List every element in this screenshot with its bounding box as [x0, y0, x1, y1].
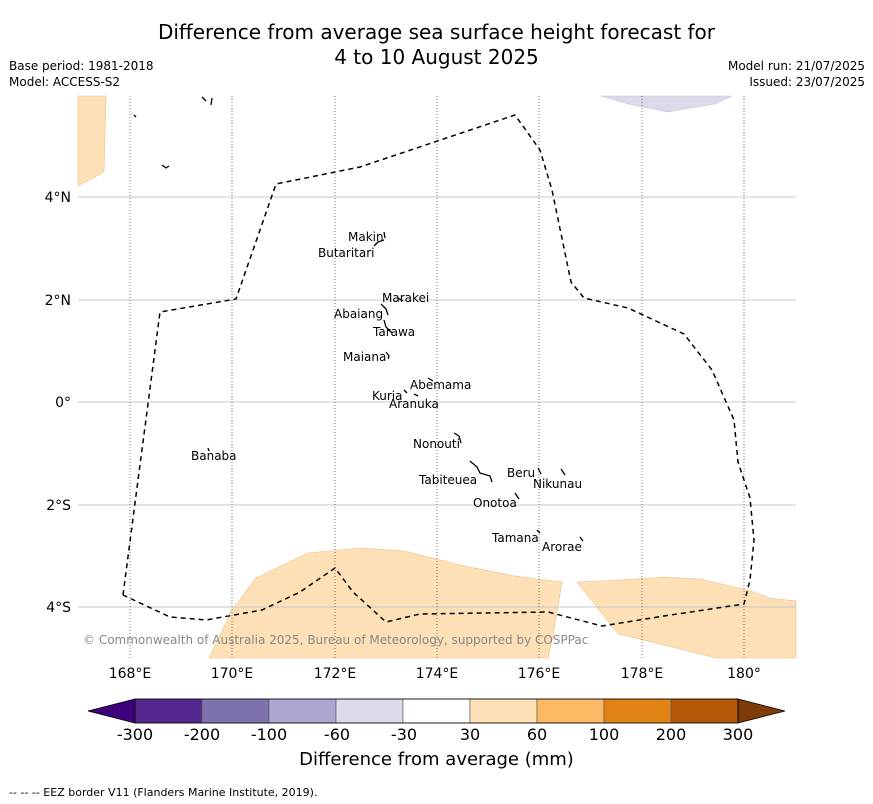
lon-tick-172e: 172°E: [314, 666, 357, 682]
island-shape-makin: [383, 231, 386, 239]
place-label-abaiang: Abaiang: [334, 307, 383, 321]
colorbar-cells: [87, 698, 786, 724]
island-shape-kuria: [403, 389, 408, 394]
place-label-maiana: Maiana: [343, 350, 386, 364]
place-label-tarawa: Tarawa: [372, 325, 415, 339]
colorbar-tick: 100: [589, 725, 620, 744]
island-shape-onotoa: [514, 492, 520, 500]
place-label-butaritari: Butaritari: [318, 246, 375, 260]
negative-anomaly-region-top: [600, 95, 733, 113]
colorbar-cell: [268, 698, 337, 724]
colorbar-cell: [201, 698, 270, 724]
colorbar-cell: [536, 698, 605, 724]
place-label-onotoa: Onotoa: [473, 496, 517, 510]
place-label-makin: Makin: [348, 230, 384, 244]
colorbar-extend-high: [737, 698, 786, 724]
colorbar-tick: 30: [460, 725, 480, 744]
place-label-marakei: Marakei: [382, 291, 429, 305]
longitude-gridlines: [129, 96, 745, 658]
model-run: Model run: 21/07/2025: [727, 59, 865, 73]
longitude-tick-labels: 168°E 170°E 172°E 174°E 176°E 178°E 180°: [109, 666, 761, 682]
island-shape-tarawa: [383, 319, 393, 334]
island-shape-nikunau: [560, 468, 566, 476]
colorbar-tick: -300: [117, 725, 153, 744]
colorbar-extend-low: [87, 698, 136, 724]
place-label-aranuka: Aranuka: [389, 397, 439, 411]
colorbar-tick-labels: -300 -200 -100 -60 -30 30 60 100 200 300: [117, 725, 753, 744]
colorbar-cell: [603, 698, 672, 724]
island-shape-abemama: [427, 377, 434, 382]
title-line-2: 4 to 10 August 2025: [334, 45, 539, 69]
positive-anomaly-region-bottom-right: [576, 576, 797, 659]
island-shape-arorae: [579, 536, 584, 542]
island-shape-banaba: [207, 447, 210, 452]
lat-tick-2s: 2°S: [46, 498, 71, 514]
lon-tick-176e: 176°E: [518, 666, 561, 682]
map-title: Difference from average sea surface heig…: [0, 20, 873, 70]
reef-marker-3: [133, 114, 137, 118]
colorbar-cell: [670, 698, 739, 724]
base-period: Base period: 1981-2018: [9, 59, 154, 73]
model-name: Model: ACCESS-S2: [9, 75, 121, 89]
title-line-1: Difference from average sea surface heig…: [157, 20, 716, 44]
lat-tick-4n: 4°N: [45, 190, 71, 206]
colorbar-cell: [402, 698, 471, 724]
colorbar-cell: [134, 698, 203, 724]
colorbar-cell: [335, 698, 404, 724]
latitude-tick-labels: 4°N 2°N 0° 2°S 4°S: [45, 190, 72, 616]
lon-tick-168e: 168°E: [109, 666, 152, 682]
colorbar-tick: -200: [184, 725, 220, 744]
island-shape-butaritari: [373, 239, 385, 247]
map-area: Makin Butaritari Marakei Abaiang Tarawa …: [77, 95, 797, 659]
island-shape-aranuka: [413, 393, 419, 397]
place-label-arorae: Arorae: [542, 540, 582, 554]
island-shape-nonouti: [453, 432, 462, 444]
meta-right: Model run: 21/07/2025 Issued: 23/07/2025: [728, 58, 865, 90]
place-label-kuria: Kuria: [372, 389, 403, 403]
reef-marker-2: [210, 97, 213, 106]
colorbar-tick: -100: [251, 725, 287, 744]
colorbar-label: Difference from average (mm): [299, 749, 574, 770]
lat-tick-4s: 4°S: [46, 600, 71, 616]
place-label-beru: Beru: [507, 466, 535, 480]
place-labels: Makin Butaritari Marakei Abaiang Tarawa …: [191, 230, 582, 554]
lon-tick-170e: 170°E: [211, 666, 254, 682]
lat-tick-0: 0°: [55, 395, 71, 411]
copyright-notice: © Commonwealth of Australia 2025, Bureau…: [83, 633, 588, 647]
island-shape-tamana: [536, 529, 541, 534]
positive-anomaly-region-topleft: [77, 95, 107, 187]
place-label-nonouti: Nonouti: [413, 437, 460, 451]
colorbar-outline: [134, 698, 739, 724]
colorbar-cell: [469, 698, 538, 724]
island-outlines: [133, 96, 584, 542]
island-shape-beru: [537, 467, 542, 475]
positive-anomaly-region-bottom-left: [208, 547, 563, 659]
reef-marker-4: [161, 164, 170, 169]
island-shape-marakei: [397, 297, 404, 302]
colorbar-tick: 60: [527, 725, 547, 744]
eez-legend-note: -- -- -- EEZ border V11 (Flanders Marine…: [9, 786, 318, 799]
island-shape-tabiteuea: [469, 460, 493, 483]
lon-tick-178e: 178°E: [621, 666, 664, 682]
island-shape-maiana: [385, 351, 390, 360]
island-shape-abaiang: [380, 303, 389, 316]
issued-date: Issued: 23/07/2025: [749, 75, 865, 89]
place-label-abemama: Abemama: [410, 378, 471, 392]
colorbar-tick: -30: [391, 725, 417, 744]
eez-border-gilbert-islands: [122, 114, 755, 627]
meta-left: Base period: 1981-2018 Model: ACCESS-S2: [9, 58, 154, 90]
colorbar-tick: 200: [656, 725, 687, 744]
place-label-banaba: Banaba: [191, 449, 237, 463]
lon-tick-174e: 174°E: [416, 666, 459, 682]
place-label-tabiteuea: Tabiteuea: [418, 473, 477, 487]
place-label-nikunau: Nikunau: [533, 477, 582, 491]
colorbar-tick: 300: [723, 725, 754, 744]
place-label-tamana: Tamana: [491, 531, 539, 545]
reef-marker-1: [201, 96, 207, 102]
colorbar-tick: -60: [324, 725, 350, 744]
lat-tick-2n: 2°N: [45, 293, 71, 309]
lon-tick-180: 180°: [727, 666, 761, 682]
colorbar: -300 -200 -100 -60 -30 30 60 100 200 300: [87, 698, 786, 744]
